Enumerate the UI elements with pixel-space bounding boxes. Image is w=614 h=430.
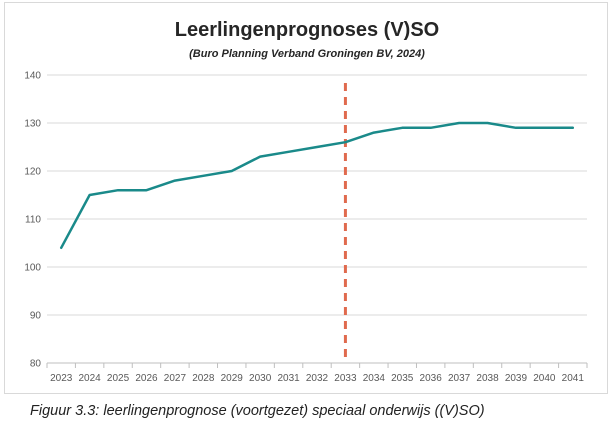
x-tick-label-2027: 2027 [164, 373, 187, 384]
x-tick-label-2040: 2040 [533, 373, 556, 384]
x-tick-label-2038: 2038 [476, 373, 499, 384]
chart-title: Leerlingenprognoses (V)SO [174, 19, 440, 41]
x-tick-label-2023: 2023 [50, 373, 73, 384]
x-tick-label-2026: 2026 [135, 373, 158, 384]
x-tick-label-2035: 2035 [391, 373, 414, 384]
line-chart: 80 90 100 110 120 130 140 2023 2024 2025 2026 2027 2… [24, 71, 588, 384]
x-tick-label-2030: 2030 [249, 373, 272, 384]
series-line-0 [59, 121, 575, 250]
x-tick-label-2034: 2034 [363, 373, 386, 384]
figure-caption: Figuur 3.3: leerlingenprognose (voortgez… [30, 403, 485, 419]
x-tick-label-2028: 2028 [192, 373, 215, 384]
x-tick-label-2032: 2032 [306, 373, 329, 384]
y-tick-label-100: 100 [24, 263, 41, 274]
x-tick-label-2029: 2029 [221, 373, 244, 384]
chart-frame: Leerlingenprognoses (V)SO (Buro Planning… [4, 2, 608, 394]
x-tick-label-2024: 2024 [79, 373, 102, 384]
x-tick-label-2025: 2025 [107, 373, 130, 384]
x-tick-label-2041: 2041 [562, 373, 585, 384]
y-tick-label-90: 90 [30, 311, 42, 322]
x-tick-label-2036: 2036 [420, 373, 443, 384]
y-tick-label-120: 120 [24, 167, 41, 178]
y-tick-label-130: 130 [24, 119, 41, 130]
x-tick-label-2031: 2031 [277, 373, 300, 384]
y-tick-label-110: 110 [25, 215, 41, 226]
chart-subtitle: (Buro Planning Verband Groningen BV, 202… [189, 48, 425, 60]
x-tick-label-2037: 2037 [448, 373, 471, 384]
x-tick-label-2033: 2033 [334, 373, 357, 384]
y-tick-label-80: 80 [30, 359, 42, 370]
y-tick-label-140: 140 [24, 71, 41, 82]
x-tick-label-2039: 2039 [505, 373, 528, 384]
